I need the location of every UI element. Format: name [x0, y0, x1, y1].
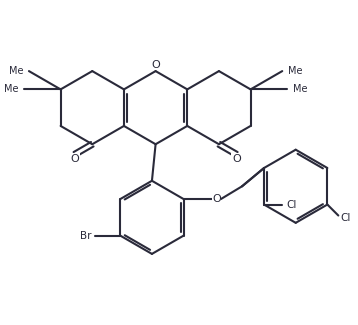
Text: Br: Br: [79, 231, 91, 240]
Text: Me: Me: [4, 84, 19, 94]
Text: O: O: [71, 154, 79, 164]
Text: Me: Me: [9, 66, 24, 76]
Text: O: O: [151, 59, 160, 70]
Text: Cl: Cl: [286, 200, 296, 210]
Text: Me: Me: [288, 66, 302, 76]
Text: O: O: [232, 154, 241, 164]
Text: O: O: [212, 194, 221, 204]
Text: Me: Me: [292, 84, 307, 94]
Text: Cl: Cl: [340, 214, 350, 224]
